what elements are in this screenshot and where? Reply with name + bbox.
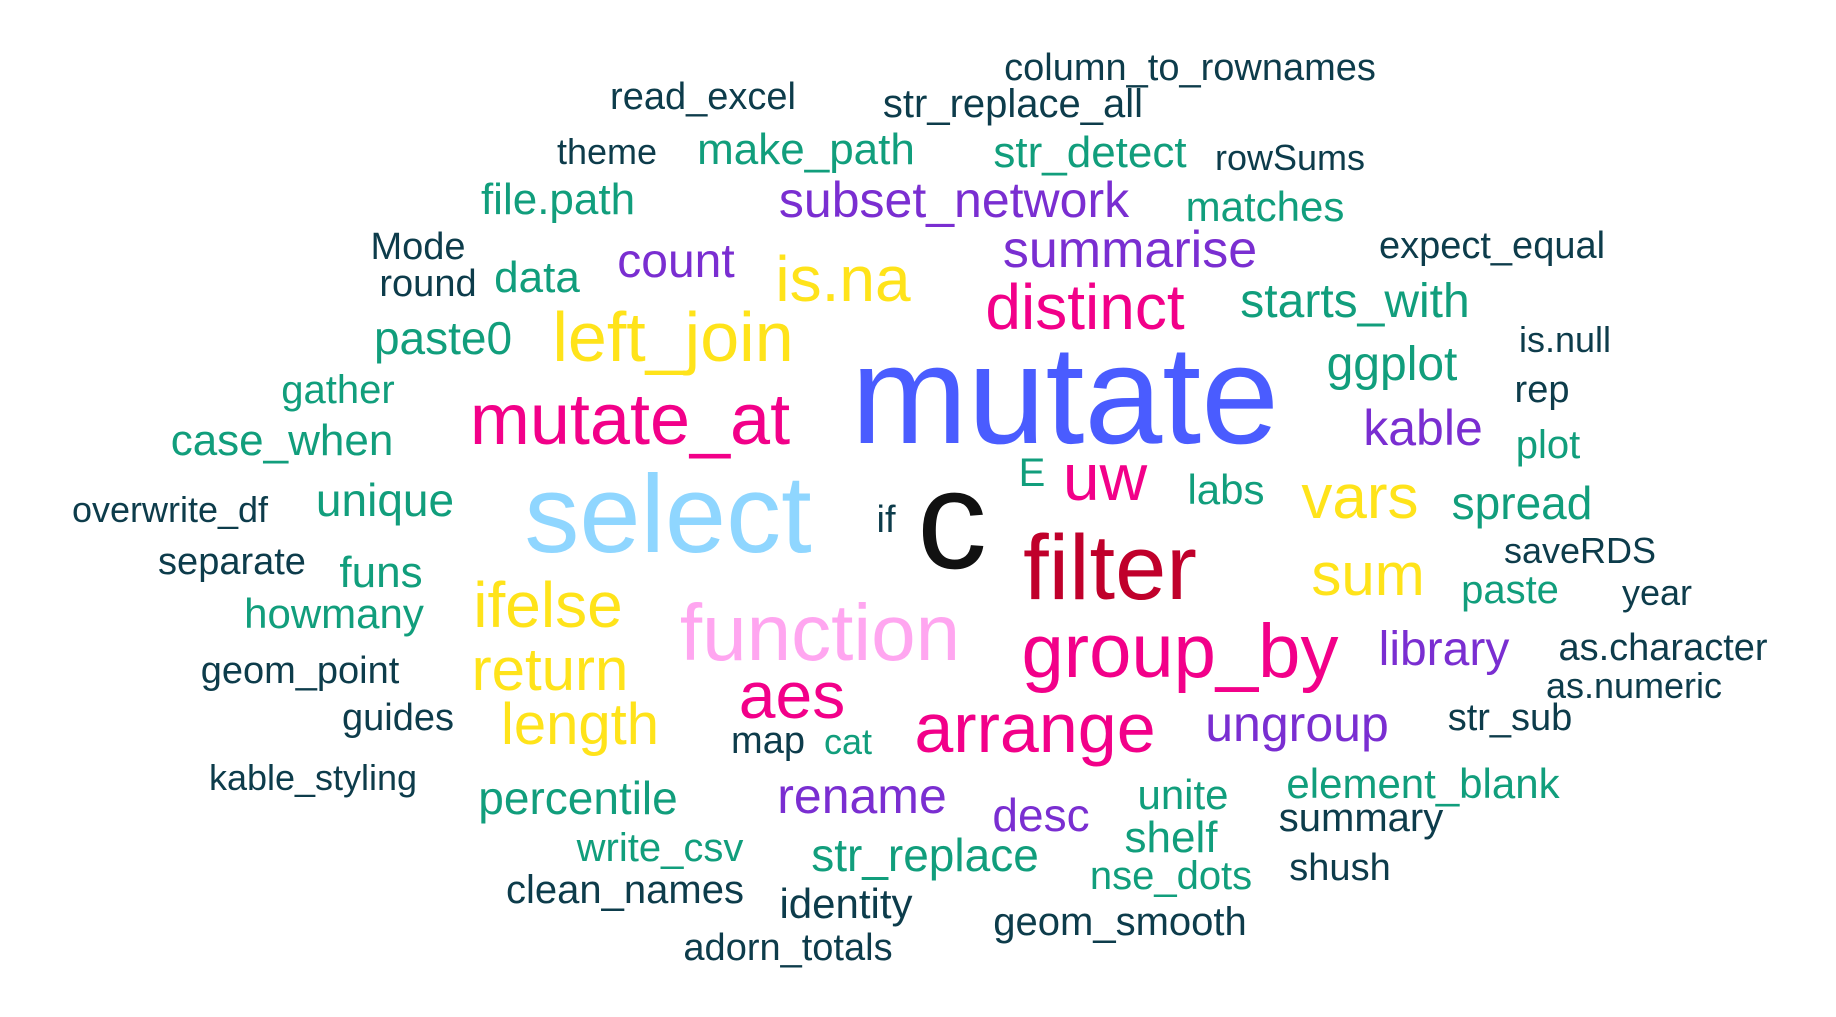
word-geom-point: geom_point	[200, 650, 400, 692]
word-count: count	[617, 235, 735, 288]
word-write-csv: write_csv	[576, 826, 744, 870]
word-nse-dots: nse_dots	[1089, 854, 1253, 898]
word-spread: spread	[1451, 477, 1593, 529]
word-group-by: group_by	[1021, 609, 1339, 694]
word-rep: rep	[1514, 369, 1570, 411]
word-make-path: make_path	[697, 125, 915, 174]
word-percentile: percentile	[478, 772, 678, 824]
word-separate: separate	[158, 541, 306, 583]
word-unique: unique	[315, 474, 455, 526]
word-year: year	[1621, 572, 1693, 613]
word-adorn-totals: adorn_totals	[683, 927, 893, 969]
word-summary: summary	[1278, 796, 1444, 840]
word-left-join: left_join	[552, 298, 794, 376]
word-sum: sum	[1311, 541, 1425, 608]
word-kable: kable	[1363, 400, 1483, 456]
word-howmany: howmany	[244, 590, 424, 637]
word-select: select	[524, 453, 812, 576]
word-funs: funs	[339, 548, 423, 597]
word-str-replace: str_replace	[811, 829, 1039, 881]
word-identity: identity	[779, 880, 913, 927]
word-length: length	[500, 692, 660, 757]
word-as-numeric: as.numeric	[1545, 665, 1723, 706]
word-return: return	[471, 636, 629, 703]
word-theme: theme	[556, 131, 658, 172]
word-file-path: file.path	[480, 175, 636, 224]
word-saverds: saveRDS	[1503, 530, 1657, 571]
word-expect-equal: expect_equal	[1378, 225, 1606, 267]
word-starts-with: starts_with	[1240, 275, 1470, 328]
word-function: function	[679, 588, 961, 677]
word-distinct: distinct	[985, 271, 1185, 343]
word-overwrite-df: overwrite_df	[71, 489, 269, 530]
word-mode: Mode	[370, 226, 466, 268]
word-c: c	[917, 441, 987, 598]
word-str-sub: str_sub	[1447, 697, 1573, 739]
word-as-character: as.character	[1558, 627, 1768, 669]
word-subset-network: subset_network	[778, 172, 1130, 228]
word-e: E	[1018, 451, 1046, 495]
word-read-excel: read_excel	[610, 76, 796, 118]
word-shush: shush	[1289, 847, 1391, 889]
word-geom-smooth: geom_smooth	[993, 900, 1247, 944]
word-labs: labs	[1187, 466, 1265, 513]
word-str-detect: str_detect	[993, 128, 1187, 177]
word-paste: paste	[1461, 568, 1559, 612]
word-unite: unite	[1137, 771, 1229, 818]
word-ggplot: ggplot	[1326, 338, 1458, 391]
word-desc: desc	[992, 789, 1090, 841]
word-is-null: is.null	[1518, 319, 1612, 360]
word-kable-styling: kable_styling	[208, 757, 418, 798]
word-guides: guides	[342, 697, 454, 739]
word-ifelse: ifelse	[473, 569, 623, 641]
word-library: library	[1378, 623, 1510, 676]
word-ungroup: ungroup	[1205, 696, 1389, 752]
word-mutate-at: mutate_at	[469, 380, 791, 460]
word-uw: uw	[1062, 440, 1148, 514]
word-mutate: mutate	[851, 316, 1279, 473]
word-column-to-rownames: column_to_rownames	[1004, 47, 1376, 89]
word-paste0: paste0	[373, 312, 513, 364]
word-aes: aes	[738, 658, 846, 732]
word-cat: cat	[823, 721, 873, 762]
word-rowsums: rowSums	[1214, 137, 1366, 178]
word-gather: gather	[281, 368, 395, 412]
word-str-replace-all: str_replace_all	[882, 82, 1144, 126]
word-map: map	[731, 720, 805, 762]
word-plot: plot	[1515, 423, 1581, 467]
word-clean-names: clean_names	[506, 868, 744, 912]
word-case-when: case_when	[170, 416, 394, 465]
word-is-na: is.na	[775, 243, 911, 315]
word-summarise: summarise	[1002, 221, 1258, 279]
word-arrange: arrange	[914, 689, 1156, 767]
word-data: data	[494, 253, 580, 302]
word-if: if	[876, 499, 896, 541]
word-shelf: shelf	[1124, 813, 1218, 862]
word-filter: filter	[1023, 517, 1197, 619]
word-round: round	[379, 263, 477, 305]
word-matches: matches	[1185, 183, 1345, 230]
word-element-blank: element_blank	[1286, 760, 1560, 807]
word-rename: rename	[777, 768, 947, 824]
word-vars: vars	[1301, 463, 1419, 532]
